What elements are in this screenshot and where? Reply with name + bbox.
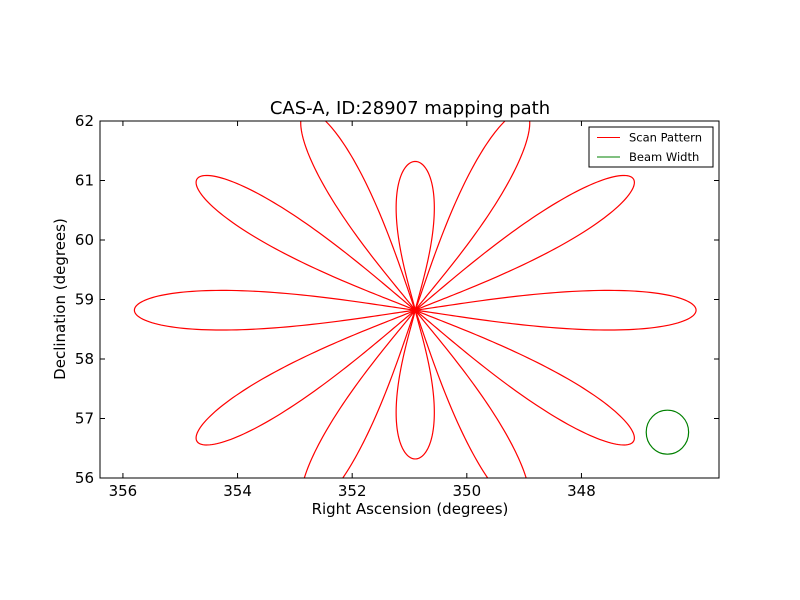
y-tick-label: 62	[75, 112, 94, 130]
x-tick-label: 348	[567, 482, 596, 500]
x-tick-label: 352	[338, 482, 367, 500]
x-tick-label: 356	[109, 482, 138, 500]
y-tick-label: 56	[75, 469, 94, 487]
scan-pattern-petal	[133, 289, 416, 331]
y-tick-label: 61	[75, 172, 94, 190]
ticks-layer: 356 354 352 350 348 56 57 58 59 60 61 62	[75, 112, 719, 500]
y-tick-label: 59	[75, 291, 94, 309]
x-tick-label: 354	[223, 482, 252, 500]
y-tick-label: 58	[75, 350, 94, 368]
scan-pattern-petal	[414, 174, 635, 311]
scan-pattern-petal	[414, 309, 635, 446]
x-axis-label: Right Ascension (degrees)	[312, 500, 509, 518]
scan-pattern-petal	[414, 309, 527, 478]
series-layer	[133, 121, 697, 478]
plot-area	[100, 121, 719, 478]
legend-label-scan-pattern: Scan Pattern	[629, 131, 702, 145]
scan-pattern-petal	[414, 121, 531, 311]
y-axis-label: Declination (degrees)	[51, 218, 69, 380]
scan-pattern-petal	[395, 160, 435, 311]
legend-label-beam-width: Beam Width	[629, 150, 699, 164]
y-tick-label: 60	[75, 231, 94, 249]
x-tick-label: 350	[452, 482, 481, 500]
legend-box	[588, 126, 714, 168]
scan-pattern-petal	[300, 121, 416, 311]
scan-pattern-petal	[395, 310, 435, 460]
scan-pattern-petal	[415, 289, 697, 331]
scan-pattern-petal	[303, 309, 416, 478]
y-tick-label: 57	[75, 410, 94, 428]
legend: Scan Pattern Beam Width	[588, 126, 714, 168]
scan-pattern-petal	[195, 174, 416, 311]
chart-title: CAS-A, ID:28907 mapping path	[270, 98, 550, 119]
scan-pattern-petal	[195, 309, 416, 446]
beam-width-circle	[645, 409, 690, 455]
